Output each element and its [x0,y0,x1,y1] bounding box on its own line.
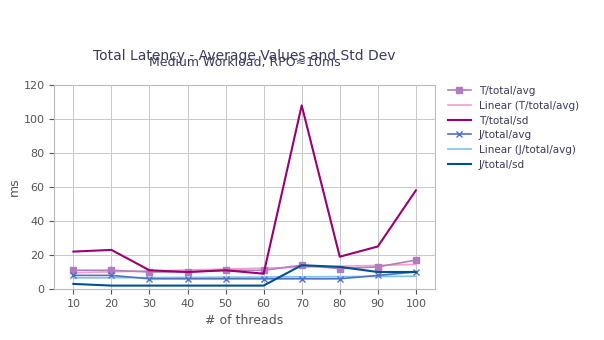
J/total/sd [69,282,77,286]
J/total/sd [184,284,191,288]
Line: T/total/sd: T/total/sd [74,105,416,274]
T/total/avg [184,270,191,274]
Linear (J/total/avg) [298,275,305,279]
J/total/avg [374,273,382,277]
X-axis label: # of threads: # of threads [205,314,284,327]
Line: J/total/avg: J/total/avg [70,269,419,282]
Linear (T/total/avg) [222,267,230,271]
Linear (T/total/avg) [108,270,115,274]
T/total/avg [146,270,153,274]
Linear (J/total/avg) [374,274,382,278]
Line: J/total/sd: J/total/sd [74,265,416,286]
Linear (T/total/avg) [260,266,267,270]
Line: Linear (T/total/avg): Linear (T/total/avg) [74,265,416,273]
T/total/sd [374,244,382,249]
Y-axis label: ms: ms [8,178,21,196]
Line: T/total/avg: T/total/avg [71,257,419,275]
T/total/avg [222,268,230,272]
J/total/sd [298,263,305,267]
Legend: T/total/avg, Linear (T/total/avg), T/total/sd, J/total/avg, Linear (J/total/avg): T/total/avg, Linear (T/total/avg), T/tot… [448,86,579,170]
T/total/sd [184,270,191,274]
Linear (J/total/avg) [108,276,115,280]
J/total/sd [222,284,230,288]
Linear (T/total/avg) [412,262,419,267]
J/total/avg [222,277,230,281]
T/total/avg [412,258,419,262]
T/total/avg [336,267,343,271]
J/total/sd [412,270,419,274]
Linear (T/total/avg) [336,264,343,268]
Linear (T/total/avg) [146,269,153,273]
Text: Medium Workload, RPO≈10ms: Medium Workload, RPO≈10ms [149,56,341,69]
J/total/avg [336,277,343,281]
T/total/sd [260,272,267,276]
J/total/sd [336,265,343,269]
Linear (T/total/avg) [184,268,191,272]
J/total/avg [260,277,267,281]
T/total/avg [69,268,77,272]
Linear (T/total/avg) [69,271,77,275]
T/total/sd [69,250,77,254]
T/total/sd [146,268,153,272]
J/total/sd [260,284,267,288]
J/total/avg [298,277,305,281]
J/total/avg [412,270,419,274]
J/total/avg [146,277,153,281]
Linear (J/total/avg) [412,274,419,278]
T/total/sd [298,103,305,107]
T/total/sd [222,268,230,272]
T/total/avg [374,265,382,269]
T/total/sd [412,188,419,192]
Linear (T/total/avg) [374,263,382,267]
T/total/avg [108,268,115,272]
Linear (J/total/avg) [69,276,77,280]
J/total/sd [374,270,382,274]
T/total/sd [108,248,115,252]
Linear (J/total/avg) [336,275,343,279]
J/total/avg [69,273,77,277]
J/total/sd [108,284,115,288]
Linear (J/total/avg) [222,275,230,279]
Title: Total Latency - Average Values and Std Dev: Total Latency - Average Values and Std D… [94,49,396,63]
Linear (T/total/avg) [298,265,305,269]
Linear (J/total/avg) [260,275,267,279]
Linear (J/total/avg) [146,275,153,279]
Linear (J/total/avg) [184,275,191,279]
T/total/avg [298,263,305,267]
T/total/avg [260,268,267,272]
J/total/avg [184,277,191,281]
Line: Linear (J/total/avg): Linear (J/total/avg) [74,276,416,278]
J/total/avg [108,273,115,277]
T/total/sd [336,255,343,259]
J/total/sd [146,284,153,288]
